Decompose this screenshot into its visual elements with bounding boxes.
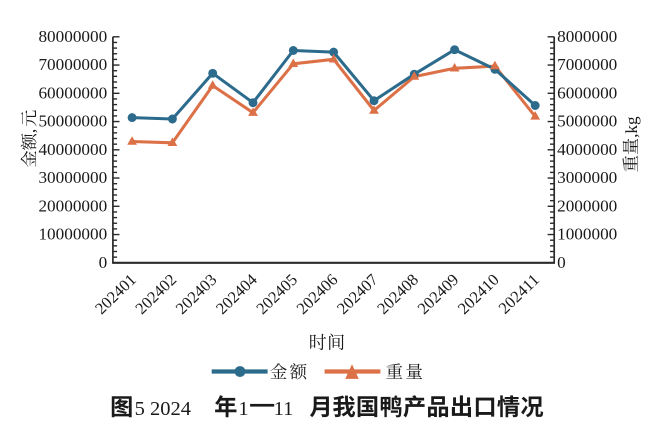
svg-text:30000000: 30000000 (38, 168, 107, 187)
svg-text:7000000: 7000000 (557, 55, 617, 74)
svg-text:11: 11 (274, 398, 294, 420)
svg-text:70000000: 70000000 (38, 55, 107, 74)
svg-text:0: 0 (99, 253, 108, 272)
svg-text:3000000: 3000000 (557, 168, 617, 187)
svg-text:8000000: 8000000 (557, 27, 617, 46)
svg-text:20000000: 20000000 (38, 196, 107, 215)
svg-text:50000000: 50000000 (38, 112, 107, 131)
svg-text:40000000: 40000000 (38, 140, 107, 159)
svg-text:,kg: ,kg (622, 116, 641, 138)
svg-text:4000000: 4000000 (557, 140, 617, 159)
svg-text:1000000: 1000000 (557, 225, 617, 244)
svg-text:0: 0 (557, 253, 566, 272)
svg-text:1: 1 (238, 398, 248, 420)
svg-text:2000000: 2000000 (557, 196, 617, 215)
svg-text:6000000: 6000000 (557, 83, 617, 102)
svg-text:5000000: 5000000 (557, 112, 617, 131)
svg-text:10000000: 10000000 (38, 225, 107, 244)
svg-text:,: , (20, 129, 39, 133)
svg-text:5 2024: 5 2024 (135, 398, 191, 420)
svg-text:60000000: 60000000 (38, 83, 107, 102)
svg-text:80000000: 80000000 (38, 27, 107, 46)
